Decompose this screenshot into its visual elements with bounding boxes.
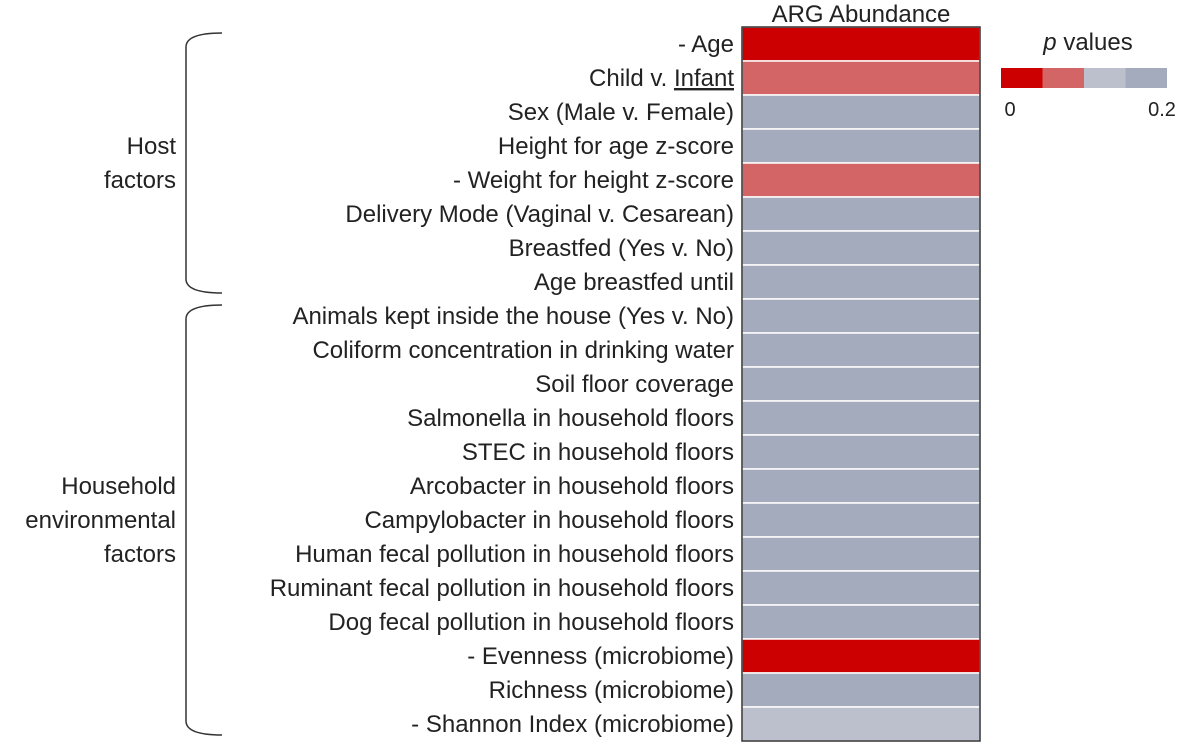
row-label: Height for age z-score bbox=[498, 133, 734, 160]
heatmap-cell bbox=[741, 60, 981, 96]
row-label-text: Coliform concentration in drinking water bbox=[312, 337, 734, 364]
row-label: - Age bbox=[678, 31, 734, 58]
sign-marker: - bbox=[411, 711, 426, 738]
row-label: Dog fecal pollution in household floors bbox=[328, 609, 734, 636]
heatmap-cell bbox=[741, 230, 981, 266]
heatmap-cell bbox=[741, 400, 981, 436]
row-label: Sex (Male v. Female) bbox=[508, 99, 734, 126]
heatmap-cell bbox=[741, 672, 981, 708]
row-label-text: Sex (Male v. Female) bbox=[508, 99, 734, 126]
group-label-line: environmental bbox=[25, 507, 176, 534]
group-label-line: Host bbox=[127, 133, 177, 160]
row-label-text: Evenness (microbiome) bbox=[482, 643, 734, 670]
row-label-text: STEC in household floors bbox=[462, 439, 734, 466]
row-label-text: Child v. bbox=[589, 65, 674, 92]
heatmap-cell bbox=[741, 468, 981, 504]
legend-swatch bbox=[1001, 68, 1043, 88]
row-label: Salmonella in household floors bbox=[407, 405, 734, 432]
legend-max-label: 0.2 bbox=[1148, 99, 1176, 121]
row-label-text: Shannon Index (microbiome) bbox=[426, 711, 734, 738]
row-label-text: Salmonella in household floors bbox=[407, 405, 734, 432]
heatmap-cell bbox=[741, 128, 981, 164]
row-label: - Shannon Index (microbiome) bbox=[411, 711, 734, 738]
group-label: Host factors bbox=[104, 133, 176, 194]
row-label: Human fecal pollution in household floor… bbox=[295, 541, 734, 568]
row-label: Coliform concentration in drinking water bbox=[312, 337, 734, 364]
heatmap-cell bbox=[741, 706, 981, 742]
group-brackets: Host factors Household environmental factors bbox=[25, 32, 223, 736]
group-bracket bbox=[185, 32, 223, 294]
heatmap-cell bbox=[741, 604, 981, 640]
legend-swatch bbox=[1125, 68, 1167, 88]
row-label-text: Dog fecal pollution in household floors bbox=[328, 609, 734, 636]
p-value-legend: p values 0 0.2 bbox=[1001, 29, 1176, 121]
row-label: Campylobacter in household floors bbox=[364, 507, 734, 534]
row-label-text: Ruminant fecal pollution in household fl… bbox=[270, 575, 734, 602]
row-label: - Evenness (microbiome) bbox=[467, 643, 734, 670]
heatmap-cell bbox=[741, 434, 981, 470]
row-label: Soil floor coverage bbox=[535, 371, 734, 398]
heatmap-cell bbox=[741, 536, 981, 572]
group-label-line: factors bbox=[104, 167, 176, 194]
row-label: Arcobacter in household floors bbox=[410, 473, 734, 500]
row-label: Delivery Mode (Vaginal v. Cesarean) bbox=[345, 201, 734, 228]
row-label-text: Animals kept inside the house (Yes v. No… bbox=[292, 303, 734, 330]
row-label-text: Campylobacter in household floors bbox=[364, 507, 734, 534]
legend-title-italic: p bbox=[1042, 29, 1056, 56]
legend-title-rest: values bbox=[1057, 29, 1133, 56]
row-label: STEC in household floors bbox=[462, 439, 734, 466]
row-label-text: Human fecal pollution in household floor… bbox=[295, 541, 734, 568]
sign-marker: - bbox=[678, 31, 691, 58]
row-label-text: Breastfed (Yes v. No) bbox=[509, 235, 734, 262]
legend-swatch bbox=[1042, 68, 1084, 88]
heatmap-cell bbox=[741, 26, 981, 62]
heatmap-cells bbox=[741, 26, 981, 742]
heatmap-cell bbox=[741, 366, 981, 402]
group-label-line: Household bbox=[61, 473, 176, 500]
heatmap-cell bbox=[741, 264, 981, 300]
row-label-text: Height for age z-score bbox=[498, 133, 734, 160]
row-label-text: Weight for height z-score bbox=[468, 167, 734, 194]
row-label: Breastfed (Yes v. No) bbox=[509, 235, 734, 262]
row-label: Age breastfed until bbox=[534, 269, 734, 296]
group-label: Household environmental factors bbox=[25, 473, 176, 568]
heatmap-cell bbox=[741, 162, 981, 198]
group-label-line: factors bbox=[104, 541, 176, 568]
row-label-text: Soil floor coverage bbox=[535, 371, 734, 398]
heatmap-cell bbox=[741, 196, 981, 232]
column-title: ARG Abundance bbox=[772, 1, 951, 28]
row-label: Animals kept inside the house (Yes v. No… bbox=[292, 303, 734, 330]
heatmap-cell bbox=[741, 638, 981, 674]
heatmap-cell bbox=[741, 570, 981, 606]
row-label-text: Richness (microbiome) bbox=[489, 677, 734, 704]
heatmap-border bbox=[741, 26, 981, 742]
row-label: Richness (microbiome) bbox=[489, 677, 734, 704]
heatmap-cell bbox=[741, 94, 981, 130]
row-label: Child v. Infant bbox=[589, 65, 734, 92]
heatmap-cell bbox=[741, 502, 981, 538]
row-label: - Weight for height z-score bbox=[453, 167, 734, 194]
row-label-underlined: Infant bbox=[674, 65, 734, 92]
legend-title: p values bbox=[1042, 29, 1132, 56]
row-label: Ruminant fecal pollution in household fl… bbox=[270, 575, 734, 602]
heatmap-cell bbox=[741, 332, 981, 368]
legend-swatch bbox=[1084, 68, 1126, 88]
row-label-text: Age breastfed until bbox=[534, 269, 734, 296]
sign-marker: - bbox=[467, 643, 482, 670]
heatmap-cell bbox=[741, 298, 981, 334]
legend-color-bar bbox=[1001, 68, 1167, 88]
row-label-text: Arcobacter in household floors bbox=[410, 473, 734, 500]
legend-min-label: 0 bbox=[1004, 99, 1015, 121]
sign-marker: - bbox=[453, 167, 468, 194]
group-bracket bbox=[185, 304, 223, 736]
row-label-text: Delivery Mode (Vaginal v. Cesarean) bbox=[345, 201, 734, 228]
row-label-text: Age bbox=[691, 31, 734, 58]
